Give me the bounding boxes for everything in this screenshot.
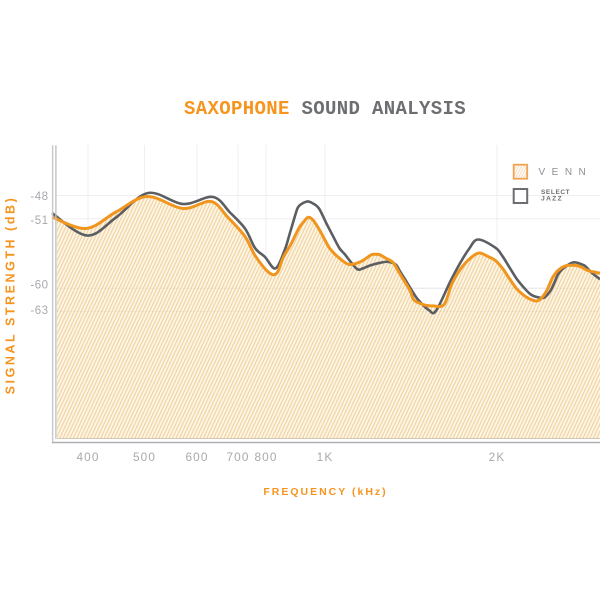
svg-text:600: 600 <box>186 450 209 464</box>
svg-text:VENN: VENN <box>539 167 593 178</box>
svg-text:-63: -63 <box>30 305 48 317</box>
svg-text:FREQUENCY (kHz): FREQUENCY (kHz) <box>263 486 387 498</box>
svg-text:2K: 2K <box>489 450 506 464</box>
svg-text:-51: -51 <box>30 215 48 227</box>
svg-text:400: 400 <box>77 450 100 464</box>
svg-text:JAZZ: JAZZ <box>541 196 563 203</box>
svg-text:500: 500 <box>133 450 156 464</box>
svg-text:SELECT: SELECT <box>541 189 570 196</box>
svg-text:800: 800 <box>255 450 278 464</box>
svg-text:-60: -60 <box>30 280 48 292</box>
svg-text:-48: -48 <box>30 191 48 203</box>
svg-text:700: 700 <box>227 450 250 464</box>
svg-text:SIGNAL STRENGTH (dB): SIGNAL STRENGTH (dB) <box>4 196 18 395</box>
svg-text:SAXOPHONE SOUND ANALYSIS: SAXOPHONE SOUND ANALYSIS <box>184 98 466 120</box>
svg-text:1K: 1K <box>317 450 334 464</box>
